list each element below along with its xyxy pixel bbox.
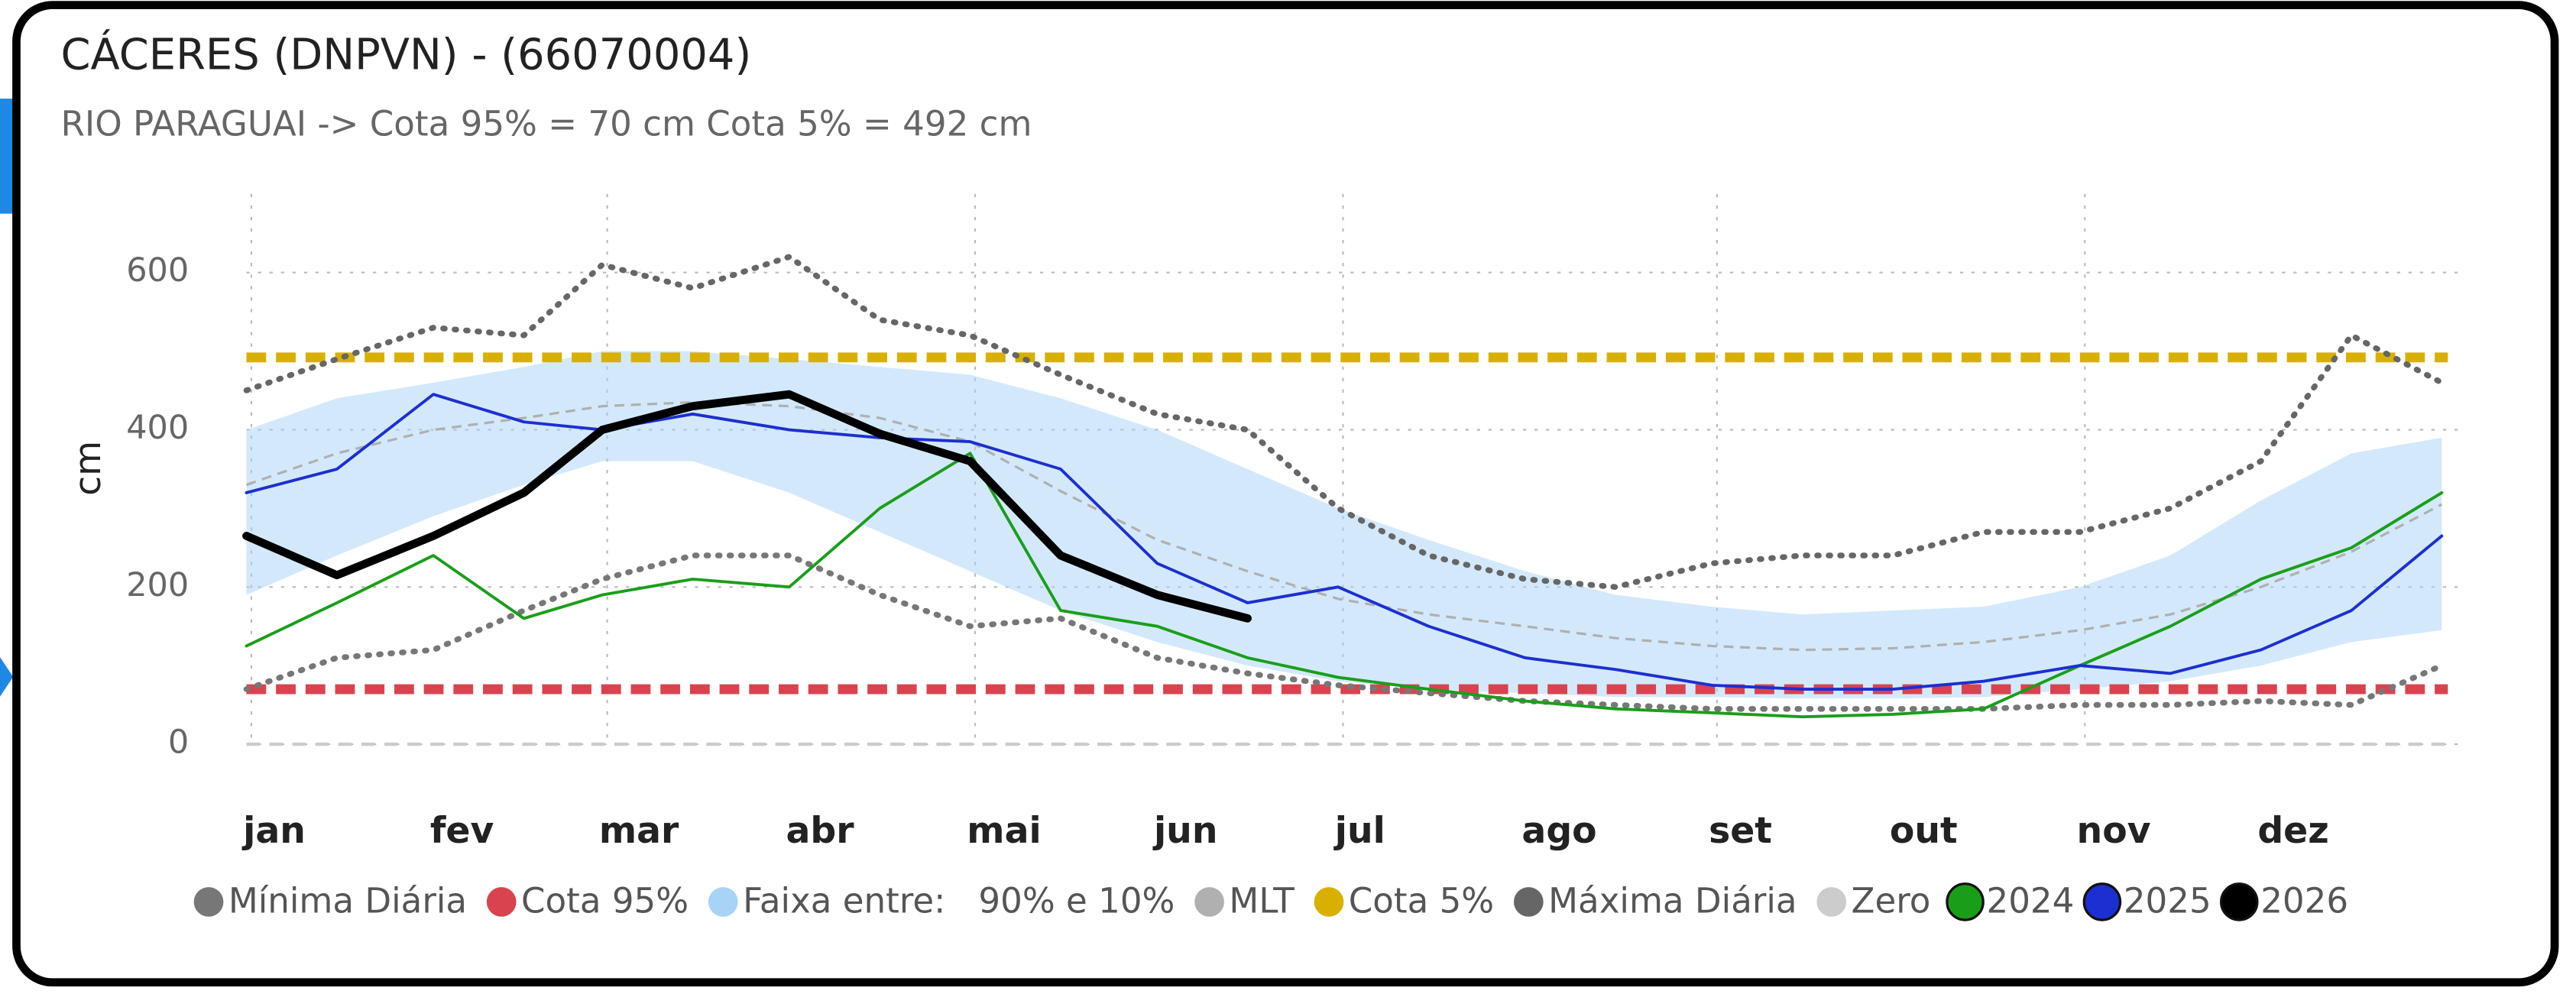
x-tick-label: out <box>1890 810 1958 852</box>
x-tick-label: jun <box>1152 810 1218 852</box>
legend-label: 2026 <box>2260 881 2348 921</box>
y-tick-label: 0 <box>168 724 189 762</box>
legend-swatch <box>193 887 224 917</box>
chart-subtitle: RIO PARAGUAI -> Cota 95% = 70 cm Cota 5%… <box>61 104 1032 144</box>
legend-label: Faixa entre: 90% e 10% <box>743 881 1175 921</box>
legend-swatch <box>1946 882 1985 921</box>
legend-label: Cota 5% <box>1349 881 1494 921</box>
x-tick-label: abr <box>786 810 855 852</box>
legend-swatch <box>1513 887 1544 917</box>
legend-swatch <box>2219 882 2259 921</box>
series-line <box>242 390 1252 623</box>
x-tick-label: ago <box>1521 810 1596 852</box>
x-tick-label: jul <box>1333 810 1385 852</box>
x-tick-label: fev <box>430 810 494 852</box>
y-tick-label: 200 <box>126 566 189 604</box>
series-line <box>243 552 2445 712</box>
chart-title: CÁCERES (DNPVN) - (66070004) <box>61 31 752 80</box>
x-tick-label: set <box>1709 810 1772 852</box>
series-line <box>243 254 2445 591</box>
legend-swatch <box>708 887 738 917</box>
legend-swatch <box>1194 887 1224 917</box>
legend-label: Zero <box>1852 881 1931 921</box>
y-tick-label: 600 <box>126 251 189 290</box>
legend-swatch <box>1816 887 1847 917</box>
y-axis-label: cm <box>67 441 109 496</box>
band-area <box>246 351 2442 699</box>
x-tick-label: jan <box>241 810 306 852</box>
legend-swatch <box>1314 887 1344 917</box>
legend-label: Máxima Diária <box>1548 881 1797 921</box>
x-tick-label: mai <box>967 810 1041 852</box>
legend-label: Mínima Diária <box>228 881 467 921</box>
legend-label: 2025 <box>2124 881 2211 921</box>
legend-label: 2024 <box>1987 881 2075 921</box>
legend-swatch <box>486 887 517 917</box>
x-tick-label: dez <box>2257 810 2328 852</box>
series-line <box>245 400 2443 652</box>
y-tick-label: 400 <box>126 409 189 447</box>
legend-label: Cota 95% <box>521 881 689 921</box>
legend-label: MLT <box>1229 881 1294 921</box>
x-tick-label: mar <box>599 810 679 852</box>
legend-swatch <box>2082 882 2122 921</box>
x-tick-label: nov <box>2077 810 2151 852</box>
